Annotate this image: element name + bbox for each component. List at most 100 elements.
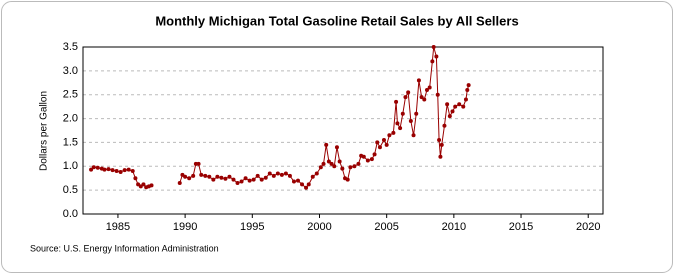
x-tick-label: 2020 <box>576 221 600 233</box>
point <box>372 152 377 157</box>
x-tick-label: 1995 <box>240 221 264 233</box>
point <box>106 167 111 172</box>
point <box>310 174 315 179</box>
point <box>306 182 311 187</box>
y-tick-label: 3.0 <box>63 65 78 77</box>
point <box>406 90 411 95</box>
point <box>345 177 350 182</box>
x-tick-label: 2010 <box>442 221 466 233</box>
point <box>219 175 224 180</box>
point <box>279 172 284 177</box>
point <box>445 102 450 107</box>
point <box>89 167 94 172</box>
point <box>334 145 339 150</box>
point <box>400 111 405 116</box>
x-tick-label: 2005 <box>374 221 398 233</box>
point <box>300 182 305 187</box>
point <box>384 142 389 147</box>
point <box>361 154 366 159</box>
point <box>463 97 468 102</box>
point <box>102 167 107 172</box>
y-tick-label: 3.5 <box>63 41 78 53</box>
point <box>187 176 192 181</box>
point <box>398 126 403 131</box>
point <box>352 164 357 169</box>
point <box>318 165 323 170</box>
point <box>304 185 309 190</box>
point <box>414 111 419 116</box>
point <box>263 175 268 180</box>
y-axis-label: Dollars per Gallon <box>39 91 50 171</box>
point <box>196 161 201 166</box>
source: Source: U.S. Energy Information Administ… <box>30 243 219 253</box>
point <box>291 179 296 184</box>
point <box>416 78 421 83</box>
point <box>424 87 429 92</box>
point <box>203 173 208 178</box>
point <box>91 165 96 170</box>
point <box>442 123 447 128</box>
point <box>324 142 329 147</box>
x-tick-label: 1990 <box>173 221 197 233</box>
point <box>267 171 272 176</box>
point <box>377 145 382 150</box>
point <box>183 174 188 179</box>
point <box>191 173 196 178</box>
point <box>337 159 342 164</box>
point <box>118 170 123 175</box>
point <box>430 59 435 64</box>
point <box>114 169 119 174</box>
point <box>133 176 138 181</box>
point <box>450 109 455 114</box>
point <box>326 159 331 164</box>
point <box>231 177 236 182</box>
point <box>332 164 337 169</box>
point <box>348 165 353 170</box>
point <box>438 154 443 159</box>
point <box>287 173 292 178</box>
point <box>283 171 288 176</box>
point <box>329 161 334 166</box>
point <box>223 176 228 181</box>
point <box>126 167 131 172</box>
point <box>95 165 100 170</box>
x-tick-label: 1985 <box>106 221 130 233</box>
point <box>110 168 115 173</box>
point <box>408 118 413 123</box>
point <box>466 83 471 88</box>
point <box>130 169 135 174</box>
point <box>275 171 280 176</box>
point <box>211 177 216 182</box>
point <box>461 104 466 109</box>
point <box>394 99 399 104</box>
point <box>356 161 361 166</box>
point <box>434 54 439 59</box>
point <box>465 87 470 92</box>
point <box>365 158 370 163</box>
point <box>422 97 427 102</box>
point <box>321 161 326 166</box>
point <box>403 95 408 100</box>
point <box>199 172 204 177</box>
y-tick-label: 2.0 <box>63 112 78 124</box>
x-tick-label: 2015 <box>509 221 533 233</box>
y-tick-label: 1.0 <box>63 160 78 172</box>
plot-border <box>82 46 604 215</box>
point <box>457 102 462 107</box>
x-tick-label: 2000 <box>307 221 331 233</box>
y-tick-label: 1.5 <box>63 136 78 148</box>
point <box>207 174 212 179</box>
point <box>437 138 442 143</box>
point <box>453 104 458 109</box>
point <box>314 171 319 176</box>
point <box>435 92 440 97</box>
point <box>215 174 220 179</box>
point <box>251 177 256 182</box>
point <box>227 174 232 179</box>
point <box>381 138 386 143</box>
point <box>395 121 400 126</box>
point <box>411 133 416 138</box>
point <box>419 95 424 100</box>
